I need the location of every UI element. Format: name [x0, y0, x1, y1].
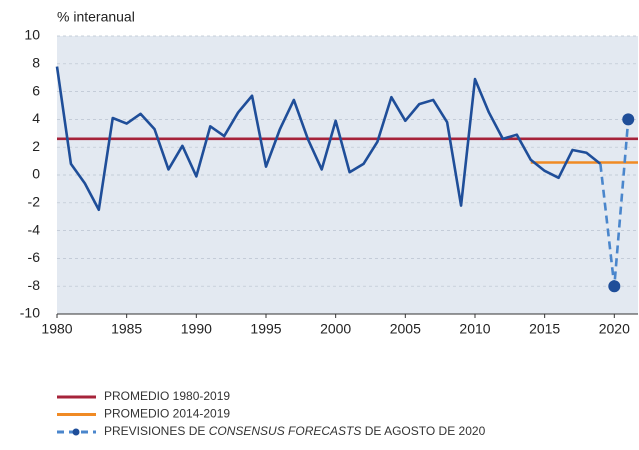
y-tick-label: 2	[32, 138, 40, 154]
y-tick-label: 0	[32, 166, 40, 182]
y-tick-label: 6	[32, 82, 40, 98]
y-tick-label: -2	[28, 194, 41, 210]
x-tick-label: 2005	[390, 321, 421, 337]
x-tick-label: 1995	[250, 321, 281, 337]
series-line	[55, 66, 602, 212]
legend-label-part: CONSENSUS FORECASTS	[209, 424, 362, 438]
legend-label-part: DE AGOSTO DE 2020	[361, 424, 485, 438]
legend-label: PROMEDIO 2014-2019	[104, 407, 230, 421]
legend-label: PROMEDIO 1980-2019	[104, 389, 230, 403]
x-tick-label: 1980	[41, 321, 72, 337]
y-tick-label: 8	[32, 55, 40, 71]
x-tick-label: 2000	[320, 321, 351, 337]
y-tick-label: -4	[28, 221, 41, 237]
marker	[622, 113, 635, 126]
x-tick-label: 1990	[181, 321, 212, 337]
marker	[608, 280, 621, 293]
x-tick-label: 2010	[459, 321, 490, 337]
x-tick-label: 2015	[529, 321, 560, 337]
y-tick-label: -8	[28, 277, 41, 293]
y-tick-label: -10	[20, 305, 40, 321]
y-axis-label: % interanual	[57, 9, 135, 25]
y-tick-label: -6	[28, 249, 41, 265]
x-tick-label: 1985	[111, 321, 142, 337]
legend-label: PREVISIONES DE CONSENSUS FORECASTS DE AG…	[104, 424, 486, 438]
legend-marker	[72, 428, 80, 436]
x-tick-label: 2020	[599, 321, 630, 337]
y-tick-label: 10	[24, 27, 40, 43]
legend-label-part: PREVISIONES DE	[104, 424, 209, 438]
y-tick-label: 4	[32, 110, 40, 126]
